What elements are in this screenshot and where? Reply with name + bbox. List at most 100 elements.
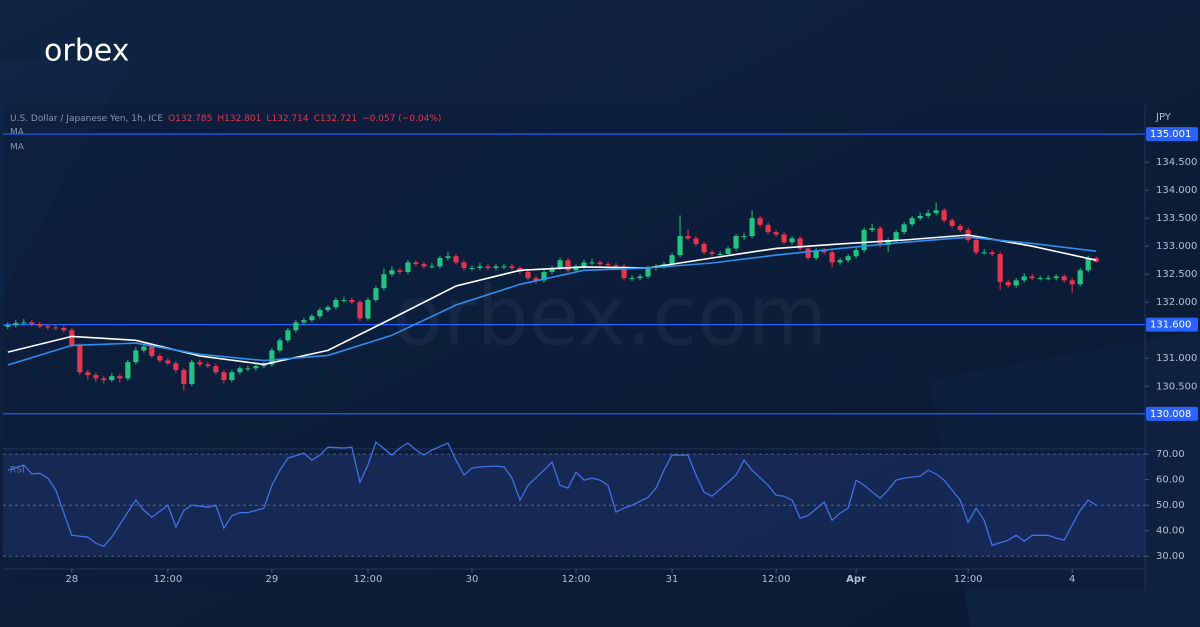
candle-body — [805, 248, 811, 258]
candle-body — [709, 252, 715, 255]
candle-body — [109, 376, 115, 381]
candle-body — [1069, 280, 1075, 285]
candle-body — [421, 264, 427, 267]
candle-body — [357, 302, 363, 319]
candle-body — [869, 228, 875, 230]
candle-body — [525, 271, 531, 279]
candle-body — [861, 229, 867, 251]
y-tick-label: 30.00 — [1156, 551, 1185, 562]
x-tick-label: 28 — [65, 574, 78, 585]
candle-body — [405, 262, 411, 272]
candle-body — [565, 260, 571, 271]
candle-body — [877, 228, 883, 246]
candle-body — [413, 262, 419, 265]
candle-body — [117, 376, 123, 379]
candle-body — [157, 355, 163, 361]
candle-body — [325, 307, 331, 311]
candle-body — [245, 368, 251, 370]
candle-body — [21, 322, 27, 324]
candle-body — [589, 262, 595, 264]
candle-body — [173, 363, 179, 371]
candle-body — [301, 320, 307, 323]
candle-body — [1037, 278, 1043, 280]
candle-body — [277, 340, 283, 351]
watermark: orbex.com — [393, 269, 828, 364]
candle-body — [1085, 257, 1091, 271]
candle-body — [829, 252, 835, 263]
candle-body — [1029, 276, 1035, 279]
y-tick-label: 132.000 — [1156, 297, 1197, 308]
candle-body — [717, 254, 723, 256]
candle-body — [773, 232, 779, 235]
candle-body — [901, 224, 907, 233]
candle-body — [677, 236, 683, 256]
candle-body — [149, 346, 155, 356]
x-tick-label: 12:00 — [354, 574, 383, 585]
ohlc-value: L132.714 — [266, 114, 309, 124]
candle-body — [813, 250, 819, 258]
candle-body — [69, 330, 75, 346]
candle-body — [1045, 278, 1051, 280]
candle-body — [293, 322, 299, 331]
candle-body — [645, 268, 651, 277]
rsi-line — [7, 441, 1097, 548]
symbol: U.S. Dollar / Japanese Yen, 1h, ICE — [10, 114, 163, 124]
chart-panel — [3, 105, 1145, 590]
candle-body — [909, 218, 915, 225]
candle-body — [557, 260, 563, 269]
candle-body — [437, 257, 443, 267]
candle-body — [397, 270, 403, 272]
candle-body — [1061, 276, 1067, 281]
candle-body — [957, 226, 963, 230]
candle-body — [205, 364, 211, 367]
level-label-box — [1146, 127, 1198, 142]
candle-body — [365, 299, 371, 319]
candle-body — [253, 366, 259, 369]
candle-body — [373, 288, 379, 300]
candle-body — [765, 224, 771, 233]
level-label-box — [1146, 317, 1198, 332]
candle-body — [125, 362, 131, 379]
candle-body — [781, 234, 787, 243]
candle-body — [845, 256, 851, 261]
level-label: 130.008 — [1150, 409, 1191, 420]
candle-body — [101, 378, 107, 381]
candle-body — [493, 266, 499, 269]
candle-body — [389, 270, 395, 275]
candle-body — [741, 236, 747, 238]
candle-body — [1013, 280, 1019, 286]
candle-body — [133, 350, 139, 363]
candle-body — [941, 210, 947, 221]
x-tick-label: 12:00 — [562, 574, 591, 585]
candle-body — [501, 266, 507, 268]
candle-body — [269, 350, 275, 365]
candle-body — [989, 252, 995, 255]
candle-body — [341, 299, 347, 301]
candle-body — [37, 324, 43, 327]
candle-body — [981, 252, 987, 254]
candle-body — [381, 274, 387, 289]
candle-body — [309, 316, 315, 321]
candle-body — [453, 256, 459, 263]
candle-body — [85, 372, 91, 376]
y-tick-label: 50.00 — [1156, 500, 1185, 511]
candle-body — [445, 256, 451, 258]
candle-body — [997, 254, 1003, 283]
x-tick-label: 30 — [466, 574, 479, 585]
candle-body — [605, 264, 611, 266]
ohlc-value: O132.785 — [168, 114, 212, 124]
candle-body — [541, 271, 547, 281]
candle-body — [93, 375, 99, 379]
candle-body — [893, 232, 899, 241]
x-tick-label: 12:00 — [762, 574, 791, 585]
y-tick-label: 134.000 — [1156, 185, 1197, 196]
candle-body — [429, 266, 435, 268]
level-label: 131.600 — [1150, 320, 1191, 331]
candle-body — [461, 262, 467, 269]
candle-body — [1077, 270, 1083, 285]
y-tick-label: 131.000 — [1156, 353, 1197, 364]
candle-body — [637, 276, 643, 279]
x-tick-label: 4 — [1069, 574, 1075, 585]
candle-body — [549, 268, 555, 272]
